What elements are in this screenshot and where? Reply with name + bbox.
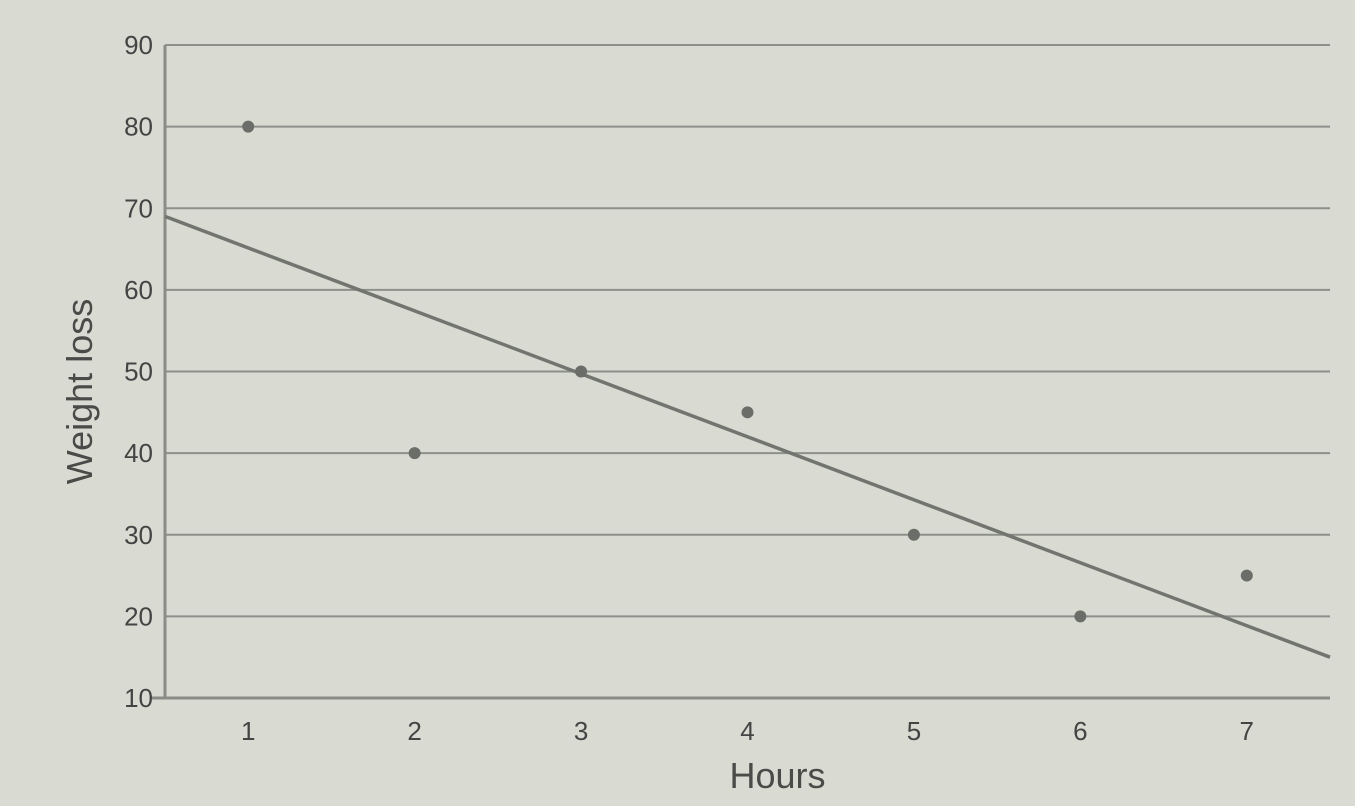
data-point (408, 447, 421, 460)
y-axis-title: Weight loss (59, 299, 100, 484)
data-point (1240, 569, 1253, 582)
gridlines (165, 44, 1330, 699)
y-tick-label: 90 (124, 30, 153, 60)
y-tick-labels: 10 20 30 40 50 60 70 80 90 (124, 30, 153, 713)
x-tick-label: 4 (740, 716, 754, 746)
x-tick-labels: 1 2 3 4 5 6 7 (241, 716, 1254, 746)
data-point (575, 365, 588, 378)
x-tick-label: 6 (1073, 716, 1087, 746)
y-tick-label: 10 (124, 683, 153, 713)
data-point (1074, 610, 1087, 623)
data-point (741, 406, 754, 419)
y-tick-label: 70 (124, 193, 153, 223)
x-axis-title: Hours (729, 755, 825, 796)
y-tick-label: 30 (124, 520, 153, 550)
data-point (242, 120, 255, 133)
x-tick-label: 5 (907, 716, 921, 746)
y-tick-label: 50 (124, 357, 153, 387)
y-tick-label: 80 (124, 112, 153, 142)
x-tick-label: 3 (574, 716, 588, 746)
y-tick-label: 60 (124, 275, 153, 305)
x-tick-label: 7 (1240, 716, 1254, 746)
trend-line (164, 214, 1331, 659)
x-tick-label: 1 (241, 716, 255, 746)
data-points (242, 120, 1253, 623)
data-point (907, 528, 920, 541)
y-tick-label: 20 (124, 601, 153, 631)
x-tick-label: 2 (407, 716, 421, 746)
y-tick-label: 40 (124, 438, 153, 468)
